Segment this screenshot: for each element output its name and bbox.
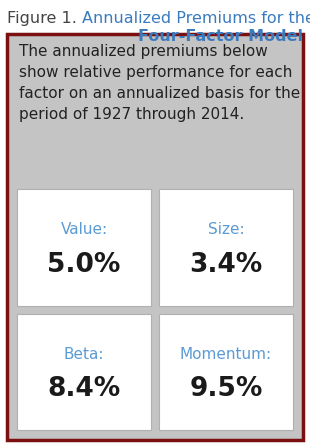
Text: 8.4%: 8.4% bbox=[47, 376, 121, 402]
Text: 3.4%: 3.4% bbox=[189, 252, 263, 278]
Text: 9.5%: 9.5% bbox=[189, 376, 263, 402]
FancyBboxPatch shape bbox=[17, 313, 151, 430]
FancyBboxPatch shape bbox=[159, 189, 293, 305]
Text: Figure 1.: Figure 1. bbox=[7, 11, 82, 26]
Text: The annualized premiums below
show relative performance for each
factor on an an: The annualized premiums below show relat… bbox=[19, 44, 300, 122]
Text: Annualized Premiums for the: Annualized Premiums for the bbox=[82, 11, 310, 26]
Text: Four-Factor Model: Four-Factor Model bbox=[138, 29, 303, 44]
Text: Momentum:: Momentum: bbox=[180, 347, 272, 362]
Text: Beta:: Beta: bbox=[64, 347, 104, 362]
Text: 5.0%: 5.0% bbox=[47, 252, 121, 278]
Text: Size:: Size: bbox=[208, 222, 244, 237]
FancyBboxPatch shape bbox=[159, 313, 293, 430]
FancyBboxPatch shape bbox=[7, 34, 303, 440]
Text: Value:: Value: bbox=[60, 222, 108, 237]
FancyBboxPatch shape bbox=[17, 189, 151, 305]
